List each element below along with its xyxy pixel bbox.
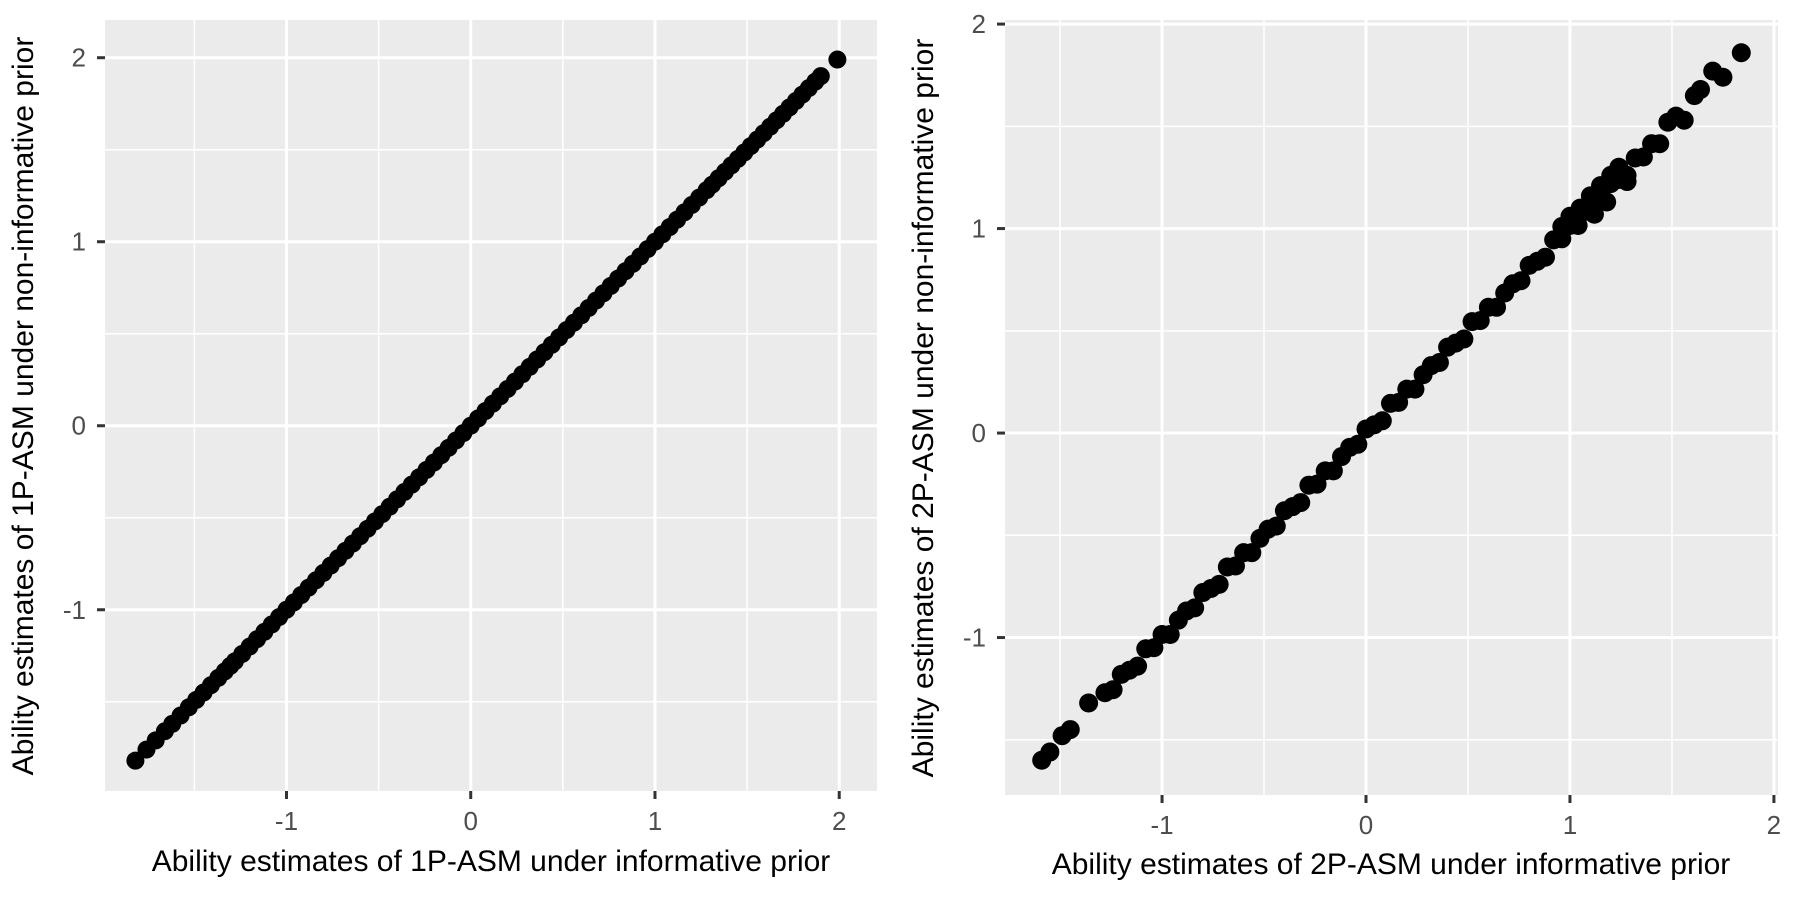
data-point bbox=[1040, 742, 1060, 762]
y-tick-label: -1 bbox=[963, 623, 986, 653]
x-tick-label: 2 bbox=[1767, 810, 1781, 840]
data-point bbox=[1454, 329, 1474, 349]
data-point bbox=[1209, 574, 1229, 594]
data-point bbox=[1060, 720, 1080, 740]
data-point bbox=[1266, 516, 1286, 536]
y-tick-label: -1 bbox=[63, 595, 86, 625]
data-point bbox=[1348, 434, 1368, 454]
data-point bbox=[1674, 110, 1694, 130]
scatter-plot-1p-asm: -1 0 1 2 -1 0 1 2 Ability estimates of 1P-ASM u… bbox=[7, 20, 877, 878]
data-point bbox=[1128, 656, 1148, 676]
x-tick-label: -1 bbox=[275, 806, 298, 836]
y-tick-label: 2 bbox=[72, 43, 86, 73]
data-point bbox=[126, 751, 145, 770]
scatter-plot-2p-asm: -1 0 1 2 -1 0 1 2 Ability estimates of 2P-ASM u… bbox=[907, 9, 1781, 881]
x-axis-title: Ability estimates of 1P-ASM under inform… bbox=[152, 845, 831, 878]
data-point bbox=[1429, 353, 1449, 373]
data-points bbox=[1032, 43, 1751, 770]
data-point bbox=[1242, 543, 1262, 563]
x-tick-labels: -1 0 1 2 bbox=[275, 806, 847, 836]
y-tick-labels: -1 0 1 2 bbox=[963, 9, 986, 652]
data-point bbox=[1103, 680, 1123, 700]
major-gridlines bbox=[1005, 20, 1778, 795]
axis-ticks bbox=[997, 22, 1776, 803]
data-point bbox=[1405, 379, 1425, 399]
data-point bbox=[1372, 411, 1392, 431]
x-tick-label: -1 bbox=[1150, 810, 1173, 840]
data-point bbox=[1690, 80, 1710, 100]
data-point bbox=[1597, 192, 1617, 212]
x-tick-labels: -1 0 1 2 bbox=[1150, 810, 1781, 840]
major-gridlines bbox=[105, 20, 877, 791]
data-points bbox=[126, 50, 847, 770]
plot-area: -1 0 1 2 -1 0 1 2 bbox=[963, 9, 1781, 840]
data-point bbox=[1079, 693, 1099, 713]
x-tick-label: 1 bbox=[1563, 810, 1577, 840]
data-point bbox=[1323, 461, 1343, 481]
minor-gridlines bbox=[105, 20, 877, 791]
y-tick-labels: -1 0 1 2 bbox=[63, 43, 86, 625]
minor-gridlines bbox=[1005, 20, 1778, 795]
y-tick-label: 0 bbox=[72, 411, 86, 441]
data-point bbox=[1584, 204, 1604, 224]
y-tick-label: 2 bbox=[972, 9, 986, 39]
y-tick-label: 0 bbox=[972, 418, 986, 448]
data-point bbox=[1650, 134, 1670, 154]
x-axis-title: Ability estimates of 2P-ASM under inform… bbox=[1052, 848, 1731, 881]
data-point bbox=[828, 50, 847, 69]
data-point bbox=[1185, 598, 1205, 618]
plot-area: -1 0 1 2 -1 0 1 2 bbox=[63, 20, 877, 836]
data-point bbox=[1535, 247, 1555, 267]
data-point bbox=[1511, 271, 1531, 291]
y-axis-title: Ability estimates of 2P-ASM under non-in… bbox=[907, 39, 940, 778]
x-tick-label: 0 bbox=[463, 806, 477, 836]
x-tick-label: 0 bbox=[1359, 810, 1373, 840]
data-point bbox=[1713, 67, 1733, 87]
x-tick-label: 1 bbox=[648, 806, 662, 836]
data-point bbox=[1731, 43, 1751, 63]
y-tick-label: 1 bbox=[972, 214, 986, 244]
data-point bbox=[1160, 624, 1180, 644]
data-point bbox=[1617, 172, 1637, 192]
data-point bbox=[1291, 493, 1311, 513]
y-axis-title: Ability estimates of 1P-ASM under non-in… bbox=[7, 37, 40, 776]
y-tick-label: 1 bbox=[72, 227, 86, 257]
data-point bbox=[811, 67, 830, 86]
data-point bbox=[1609, 157, 1629, 177]
axis-ticks bbox=[97, 56, 841, 799]
data-point bbox=[1487, 297, 1507, 317]
x-tick-label: 2 bbox=[832, 806, 846, 836]
